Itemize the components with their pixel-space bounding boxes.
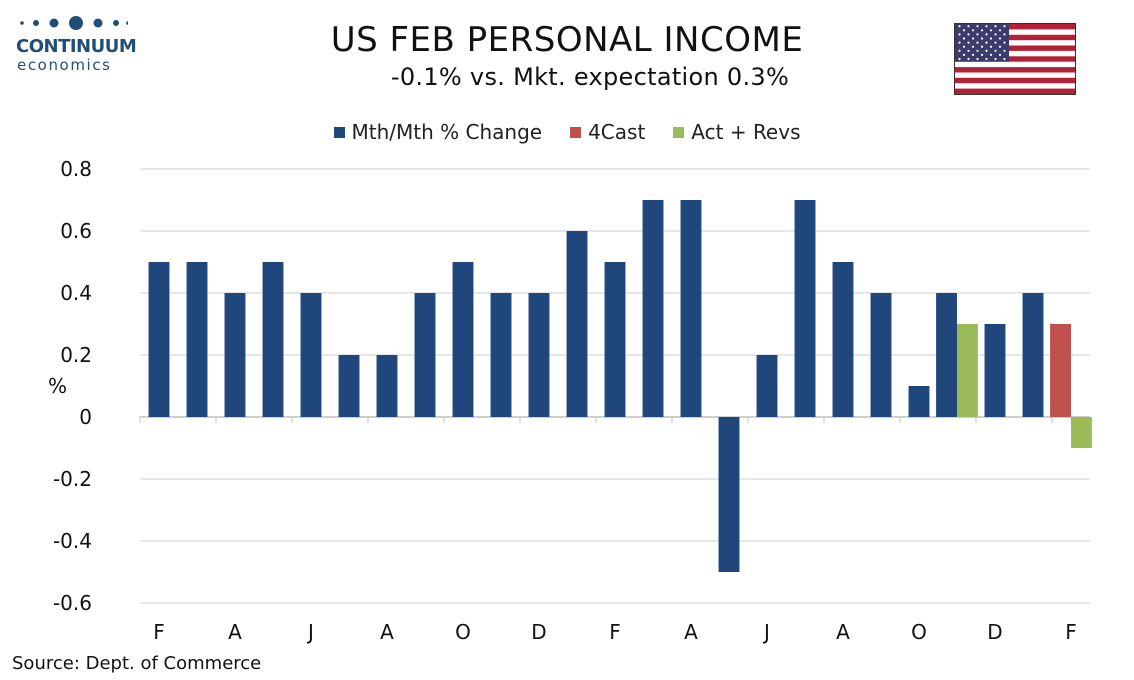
x-tick-label: J bbox=[762, 620, 770, 644]
bar-monthly bbox=[870, 293, 892, 417]
logo-name: CONTINUUM bbox=[16, 36, 137, 57]
bar-4cast bbox=[1050, 324, 1071, 417]
bar-monthly bbox=[186, 262, 208, 417]
y-tick-label: 0 bbox=[79, 405, 92, 429]
bar-monthly bbox=[300, 293, 322, 417]
bar-monthly bbox=[908, 386, 930, 417]
bar-monthly bbox=[718, 417, 740, 572]
bar-monthly bbox=[262, 262, 284, 417]
y-tick-label: 0.8 bbox=[60, 157, 92, 181]
bar-monthly bbox=[936, 293, 957, 417]
bar-act-revs bbox=[957, 324, 978, 417]
chart-legend: Mth/Mth % Change 4Cast Act + Revs bbox=[0, 120, 1134, 144]
legend-swatch-act-revs bbox=[673, 126, 685, 138]
x-tick-label: F bbox=[609, 620, 621, 644]
legend-item-monthly: Mth/Mth % Change bbox=[333, 120, 543, 144]
bar-monthly bbox=[756, 355, 778, 417]
logo-subtitle: economics bbox=[17, 56, 112, 74]
bar-monthly bbox=[376, 355, 398, 417]
bar-monthly bbox=[414, 293, 436, 417]
legend-label-act-revs: Act + Revs bbox=[691, 120, 801, 144]
bar-monthly bbox=[528, 293, 550, 417]
y-tick-label: 0.6 bbox=[60, 219, 92, 243]
legend-item-act-revs: Act + Revs bbox=[673, 120, 801, 144]
x-tick-label: O bbox=[911, 620, 927, 644]
logo-dots-icon bbox=[20, 16, 128, 30]
y-tick-label: 0.4 bbox=[60, 281, 92, 305]
legend-swatch-monthly bbox=[333, 126, 345, 138]
bar-monthly bbox=[680, 200, 702, 417]
x-tick-label: J bbox=[306, 620, 314, 644]
x-tick-label: A bbox=[684, 620, 698, 644]
source-note: Source: Dept. of Commerce bbox=[12, 653, 262, 674]
x-tick-label: A bbox=[836, 620, 850, 644]
x-tick-label: O bbox=[455, 620, 471, 644]
bar-monthly bbox=[604, 262, 626, 417]
y-tick-label: -0.2 bbox=[53, 467, 92, 491]
bar-monthly bbox=[984, 324, 1006, 417]
bar-monthly bbox=[832, 262, 854, 417]
legend-label-monthly: Mth/Mth % Change bbox=[351, 120, 543, 144]
legend-label-4cast: 4Cast bbox=[588, 120, 646, 144]
x-tick-label: F bbox=[1065, 620, 1077, 644]
bar-monthly bbox=[490, 293, 512, 417]
x-tick-label: D bbox=[987, 620, 1002, 644]
us-flag-icon bbox=[954, 23, 1076, 95]
legend-swatch-4cast bbox=[570, 126, 582, 138]
bar-monthly bbox=[224, 293, 246, 417]
x-tick-label: A bbox=[228, 620, 242, 644]
legend-item-4cast: 4Cast bbox=[570, 120, 645, 144]
bar-act-revs bbox=[1071, 417, 1092, 448]
bar-monthly bbox=[452, 262, 474, 417]
y-axis-label: % bbox=[48, 374, 68, 398]
bar-monthly bbox=[642, 200, 664, 417]
bar-monthly bbox=[794, 200, 816, 417]
bar-monthly bbox=[148, 262, 170, 417]
y-tick-label: -0.6 bbox=[53, 591, 92, 615]
chart-title: US FEB PERSONAL INCOME bbox=[330, 20, 804, 60]
x-tick-label: A bbox=[380, 620, 394, 644]
bar-monthly bbox=[338, 355, 360, 417]
bar-monthly bbox=[566, 231, 588, 417]
y-tick-label: 0.2 bbox=[60, 343, 92, 367]
x-tick-label: F bbox=[153, 620, 165, 644]
bar-monthly bbox=[1022, 293, 1044, 417]
chart-subtitle: -0.1% vs. Mkt. expectation 0.3% bbox=[390, 63, 790, 91]
x-tick-label: D bbox=[531, 620, 546, 644]
y-tick-label: -0.4 bbox=[53, 529, 92, 553]
